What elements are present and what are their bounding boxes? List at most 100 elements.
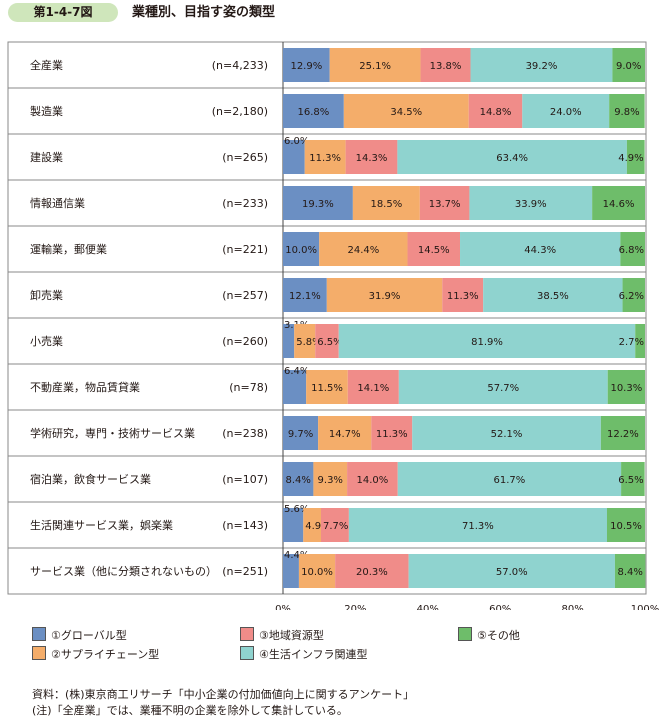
x-tick-label: 40% [417, 604, 439, 610]
bar-segment [442, 278, 484, 312]
bar-segment [283, 554, 299, 588]
data-label: 57.7% [487, 383, 519, 394]
bar-segment [283, 324, 295, 358]
data-label: 57.0% [496, 567, 528, 578]
bar-segment [622, 278, 645, 312]
bar-segment [348, 508, 607, 542]
category-n-label: (n=257) [222, 289, 268, 302]
data-label: 34.5% [390, 107, 422, 118]
data-label: 61.7% [494, 475, 526, 486]
legend-label: ④生活インフラ関連型 [259, 648, 368, 661]
bar-segment [397, 140, 627, 174]
data-label: 12.2% [607, 429, 639, 440]
data-label: 9.0% [616, 61, 641, 72]
bar-segment [371, 416, 413, 450]
data-label: 4.4% [284, 550, 309, 561]
bar-segment [283, 508, 304, 542]
category-n-label: (n=233) [222, 197, 268, 210]
bar-segment [607, 370, 645, 404]
category-n-label: (n=238) [222, 427, 268, 440]
legend-item-other: ⑤その他 [458, 627, 520, 643]
data-label: 14.5% [418, 245, 450, 256]
bar-segment [469, 186, 593, 220]
category-label: 学術研究，専門・技術サービス業 [30, 426, 195, 440]
legend-swatch [240, 646, 254, 660]
category-label: 不動産業，物品賃貸業 [30, 380, 140, 394]
bar-segment [635, 324, 645, 358]
bar-segment [626, 140, 645, 174]
data-label: 6.8% [619, 245, 644, 256]
data-label: 8.4% [286, 475, 311, 486]
footnote: (注)「全産業」では、業種不明の企業を除外して集計している。 [32, 704, 348, 717]
data-label: 5.8% [296, 337, 321, 348]
data-label: 11.5% [311, 383, 343, 394]
legend-item-supply-chain: ②サプライチェーン型 [32, 646, 159, 662]
bar-segment [621, 462, 645, 496]
data-label: 11.3% [309, 153, 341, 164]
bar-segment [397, 462, 622, 496]
data-label: 71.3% [462, 521, 494, 532]
legend-item-global: ①グローバル型 [32, 627, 127, 643]
bar-segment [283, 278, 327, 312]
data-label: 6.4% [284, 366, 309, 377]
bar-segment [347, 462, 398, 496]
bar-segment [318, 416, 372, 450]
legend-item-local-resource: ③地域資源型 [240, 627, 324, 643]
bar-segment [283, 462, 314, 496]
bar-segment [606, 508, 645, 542]
data-label: 24.4% [347, 245, 379, 256]
category-n-label: (n=251) [222, 565, 268, 578]
data-label: 12.9% [290, 61, 322, 72]
data-label: 6.5% [317, 337, 342, 348]
legend-label: ⑤その他 [477, 629, 520, 642]
bar-segment [303, 508, 322, 542]
data-label: 52.1% [491, 429, 523, 440]
data-label: 10.0% [285, 245, 317, 256]
category-n-label: (n=221) [222, 243, 268, 256]
data-label: 6.2% [619, 291, 644, 302]
bar-segment [294, 324, 316, 358]
data-label: 44.3% [524, 245, 556, 256]
data-label: 7.7% [323, 521, 348, 532]
bar-segment [343, 94, 469, 128]
bar-segment [460, 232, 621, 266]
data-label: 38.5% [537, 291, 569, 302]
bar-segment [313, 462, 348, 496]
category-n-label: (n=107) [222, 473, 268, 486]
bar-segment [326, 278, 443, 312]
bar-segment [614, 554, 646, 588]
category-label: 宿泊業，飲食サービス業 [30, 472, 151, 486]
bar-segment [338, 324, 636, 358]
bar-segment [468, 94, 523, 128]
bar-segment [283, 370, 307, 404]
data-label: 5.6% [284, 504, 309, 515]
bar-segment [283, 48, 330, 82]
data-label: 14.8% [480, 107, 512, 118]
bar-segment [319, 232, 408, 266]
data-label: 63.4% [496, 153, 528, 164]
bar-segment [315, 324, 339, 358]
source-note: 資料：(株)東京商工リサーチ「中小企業の付加価値向上に関するアンケート」 [32, 688, 415, 701]
bar-segment [283, 140, 305, 174]
category-n-label: (n=4,233) [212, 59, 268, 72]
category-n-label: (n=78) [229, 381, 268, 394]
data-label: 33.9% [515, 199, 547, 210]
bar-segment [345, 140, 398, 174]
legend-item-life-infra: ④生活インフラ関連型 [240, 646, 368, 662]
data-label: 9.3% [318, 475, 343, 486]
data-label: 31.9% [369, 291, 401, 302]
bar-segment [609, 94, 645, 128]
bar-segment [304, 140, 346, 174]
stacked-bar-chart: 全産業 (n=4,233) 製造業 (n=2,180) 建設業 (n=265) 情報通信業 (… [7, 41, 660, 610]
data-label: 11.3% [447, 291, 479, 302]
data-label: 24.0% [550, 107, 582, 118]
bar-segment [420, 48, 471, 82]
bar-segment [283, 416, 319, 450]
legend-label: ①グローバル型 [51, 629, 127, 642]
data-label: 16.8% [298, 107, 330, 118]
data-label: 9.8% [614, 107, 639, 118]
x-tick-label: 100% [631, 604, 660, 610]
data-label: 20.3% [356, 567, 388, 578]
legend-swatch [32, 646, 46, 660]
category-label: 生活関連サービス業，娯楽業 [30, 518, 173, 532]
